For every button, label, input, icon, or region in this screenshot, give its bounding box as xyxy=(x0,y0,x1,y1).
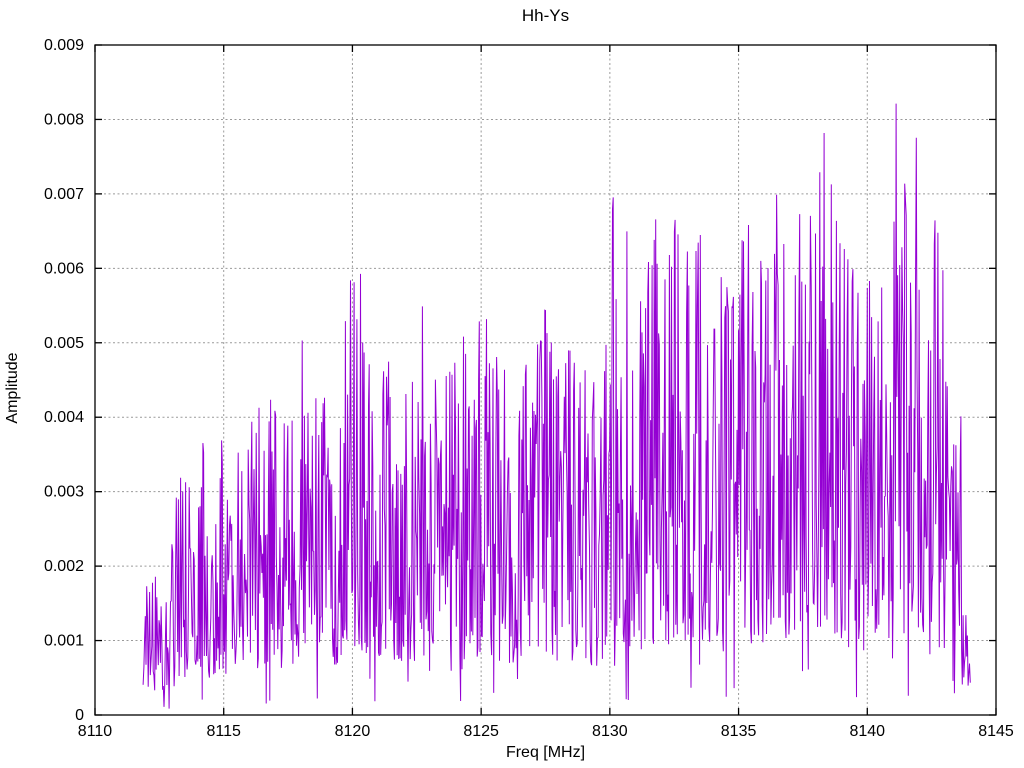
x-axis-label: Freq [MHz] xyxy=(505,744,586,761)
y-tick-label: 0.008 xyxy=(44,111,84,128)
y-tick-label: 0.003 xyxy=(44,484,84,501)
y-tick-label: 0.004 xyxy=(44,409,84,426)
x-tick-label: 8120 xyxy=(335,723,371,740)
data-series-line xyxy=(142,103,971,709)
y-tick-label: 0.005 xyxy=(44,335,84,352)
x-tick-label: 8125 xyxy=(463,723,499,740)
x-tick-label: 8130 xyxy=(592,723,628,740)
x-tick-label: 8135 xyxy=(721,723,757,740)
chart-title: Hh-Ys xyxy=(521,6,570,25)
y-tick-label: 0.006 xyxy=(44,260,84,277)
y-tick-label: 0.009 xyxy=(44,37,84,54)
y-tick-label: 0 xyxy=(75,707,84,724)
x-tick-label: 8115 xyxy=(207,723,242,740)
x-tick-label: 8110 xyxy=(78,723,113,740)
y-tick-label: 0.002 xyxy=(44,558,84,575)
x-tick-label: 8145 xyxy=(978,723,1014,740)
y-tick-label: 0.007 xyxy=(44,186,84,203)
plot-border xyxy=(94,44,997,716)
x-tick-label: 8140 xyxy=(849,723,885,740)
y-tick-label: 0.001 xyxy=(44,633,84,650)
